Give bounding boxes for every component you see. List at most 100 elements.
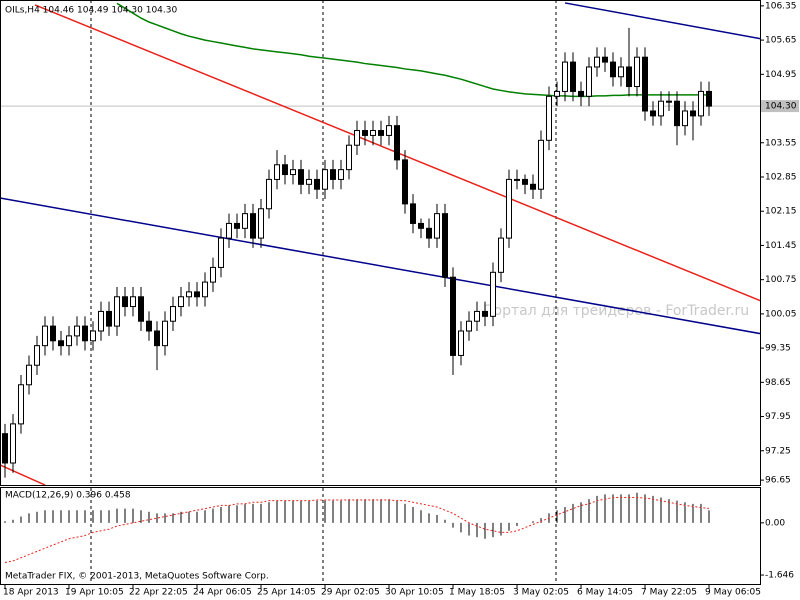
candle-body [74,325,80,337]
candle-body [634,56,640,88]
candle-body [482,310,488,317]
candle-body [82,325,88,342]
candle-body [546,95,552,141]
header: OILs,H4 104.46 104.49 104.30 104.30 [5,6,177,16]
candle-body [658,100,664,117]
candle-body [266,178,272,210]
y-tick-label: 105.65 [765,36,797,46]
candle-body [202,281,208,298]
y-tick-label: 98.65 [765,378,791,388]
candle-body [218,237,224,268]
candle-body [514,178,520,181]
y-tick-label: 106.35 [765,1,797,11]
candle-body [370,130,376,136]
candle-body [394,125,400,161]
x-tick-label: 9 May 06:05 [705,588,761,598]
trend-line [0,197,760,335]
candle-body [306,178,312,185]
candle-body [346,144,352,171]
candle-body [530,183,536,190]
x-tick-label: 25 Apr 14:05 [257,588,316,598]
y-tick-label: 103.55 [765,138,797,148]
candle-body [106,310,112,327]
candle-body [186,291,192,298]
x-tick-label: 7 May 22:05 [641,588,697,598]
candle-body [194,291,200,298]
candle-body [250,213,256,239]
candle-body [58,340,64,347]
candle-body [578,90,584,97]
x-tick-label: 6 May 14:05 [577,588,633,598]
candle-body [98,310,104,332]
candle-body [538,139,544,190]
candle-body [386,125,392,136]
candle-body [50,325,56,342]
candle-body [618,66,624,78]
macd-label: MACD(12,26,9) 0.396 0.458 [5,491,131,501]
trend-line [564,2,760,40]
footer: MetaTrader FIX, © 2001-2013, MetaQuotes … [5,572,269,582]
candle-body [274,164,280,180]
y2-tick-label: 0.00 [765,518,785,528]
candle-body [314,178,320,190]
x-tick-label: 29 Apr 02:05 [321,588,380,598]
candle-body [458,330,464,356]
candle-body [498,237,504,273]
candle-body [666,100,672,103]
candle-body [354,130,360,146]
candle-body [362,130,368,136]
candle-body [642,56,648,112]
candle-body [122,296,128,308]
candle-body [338,169,344,180]
candle-body [162,320,168,347]
x-tick-label: 18 Apr 2013 [3,588,59,598]
candle-body [210,266,216,283]
x-tick-label: 30 Apr 10:05 [385,588,444,598]
candle-body [410,203,416,224]
trend-line [34,4,760,302]
candle-body [66,335,72,347]
candle-body [130,296,136,308]
candle-body [26,364,32,386]
candle-body [114,296,120,327]
candle-body [226,222,232,239]
candle-body [322,169,328,190]
candle-body [626,66,632,88]
candle-body [602,56,608,63]
watermark: Портал для трейдеров - ForTrader.ru [483,303,749,319]
y2-tick-label: -1.646 [765,571,794,581]
candle-body [426,227,432,239]
candle-body [466,320,472,332]
candle-body [506,178,512,239]
candle-body [522,178,528,185]
y-tick-label: 101.45 [765,241,797,251]
candle-body [690,110,696,117]
y-tick-label: 99.35 [765,344,791,354]
macd-panel [4,488,710,585]
candle-body [682,110,688,127]
x-tick-label: 1 May 18:05 [449,588,505,598]
candle-body [474,310,480,322]
candle-body [378,130,384,136]
candle-body [330,169,336,180]
y-tick-label: 102.15 [765,207,797,217]
price-panel: Портал для трейдеров - ForTrader.ru [0,0,760,485]
candle-body [490,271,496,317]
candle-body [242,213,248,229]
candle-body [554,90,560,97]
candle-body [706,90,712,107]
candle-body [282,164,288,176]
candle-body [450,276,456,356]
x-tick-label: 3 May 02:05 [513,588,569,598]
candle-body [594,56,600,68]
y-tick-label: 100.05 [765,309,797,319]
y-tick-label: 102.85 [765,172,797,182]
candle-body [178,296,184,308]
moving-average [116,2,709,98]
candle-body [586,66,592,97]
price-frame [0,0,761,486]
y-tick-label: 97.25 [765,446,791,456]
candle-body [34,345,40,366]
